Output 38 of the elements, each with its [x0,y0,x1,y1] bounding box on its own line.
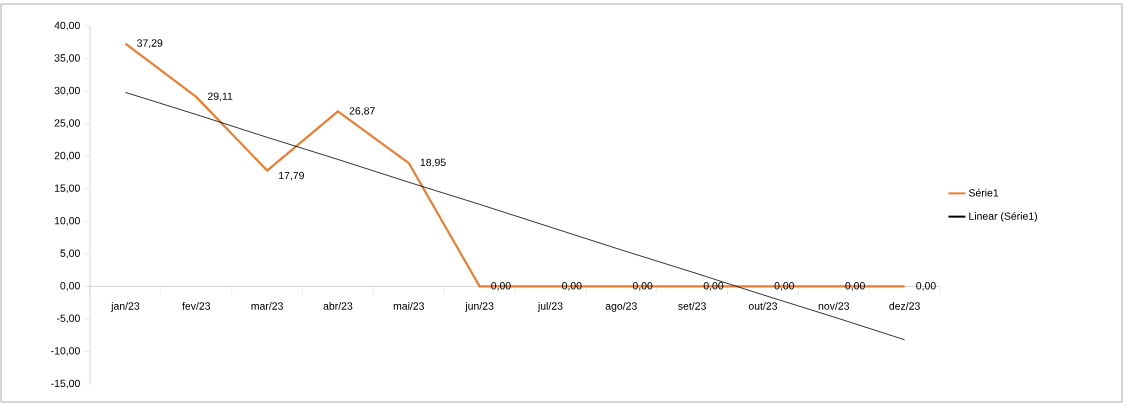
y-tick-label: 40,00 [54,21,80,31]
data-label: 0,00 [916,282,936,291]
x-tick-label: out/23 [748,302,778,310]
y-tick-label: 5,00 [60,249,80,259]
data-label: 0,00 [845,282,865,291]
x-tick-label: dez/23 [889,302,920,310]
y-tick-label: -5,00 [56,314,80,324]
data-label: 0,00 [632,282,653,291]
y-tick-label: 35,00 [54,54,80,63]
y-tick-label: 30,00 [54,86,80,96]
legend-label: Linear (Série1) [969,211,1037,222]
x-tick-label: jul/23 [537,302,563,312]
y-tick-label: 0,00 [60,282,80,291]
x-tick-label: nov/23 [818,302,850,310]
x-tick-label: jun/23 [465,302,494,312]
data-label: 18,95 [420,158,446,168]
data-label: 0,00 [703,282,724,291]
y-tick-label: 20,00 [54,151,80,161]
data-label: 29,11 [207,92,233,102]
x-tick-label: mai/23 [393,302,424,310]
data-label: 17,79 [279,171,304,181]
x-tick-label: jan/23 [110,302,140,312]
data-label: 0,00 [491,282,511,291]
data-label: 0,00 [562,282,582,291]
x-tick-label: mar/23 [251,302,283,310]
data-label: 0,00 [774,282,795,291]
y-tick-label: 10,00 [54,216,80,226]
x-tick-label: set/23 [678,302,706,310]
x-tick-label: fev/23 [182,302,211,310]
x-tick-label: abr/23 [323,302,353,310]
y-tick-label: -10,00 [51,347,80,356]
y-tick-label: -15,00 [51,379,80,389]
y-tick-label: 15,00 [54,184,80,194]
x-tick-label: ago/23 [605,302,637,312]
y-tick-label: 25,00 [54,119,80,128]
data-label: 37,29 [137,39,163,48]
legend-label: Série1 [968,188,999,197]
data-label: 26,87 [349,107,375,116]
